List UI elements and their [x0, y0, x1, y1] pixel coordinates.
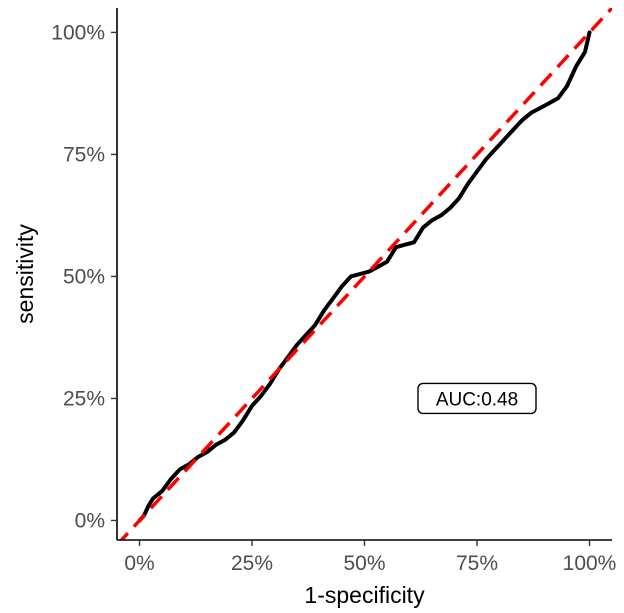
x-axis-title: 1-specificity [304, 582, 425, 608]
y-tick-label: 50% [63, 265, 105, 288]
x-tick-label: 50% [343, 552, 385, 575]
roc-curve-line [137, 30, 592, 523]
x-tick-label: 75% [456, 552, 498, 575]
x-tick-label: 0% [124, 552, 154, 575]
y-tick-label: 0% [75, 509, 105, 532]
y-axis-title: sensitivity [12, 224, 38, 324]
x-tick-label: 100% [563, 552, 617, 575]
auc-label-box [417, 382, 537, 415]
reference-diagonal-line [119, 8, 612, 540]
y-tick-label: 100% [51, 21, 105, 44]
y-tick-label: 25% [63, 387, 105, 410]
auc-annotation: AUC:0.48 [417, 382, 537, 415]
x-tick-label: 25% [231, 552, 273, 575]
y-tick-label: 75% [63, 143, 105, 166]
plot-area [119, 8, 612, 540]
auc-label-text: AUC:0.48 [436, 389, 518, 410]
axes: 0% 25% 50% 75% 100% 0% 25% 50% 75% 100% [51, 8, 616, 575]
